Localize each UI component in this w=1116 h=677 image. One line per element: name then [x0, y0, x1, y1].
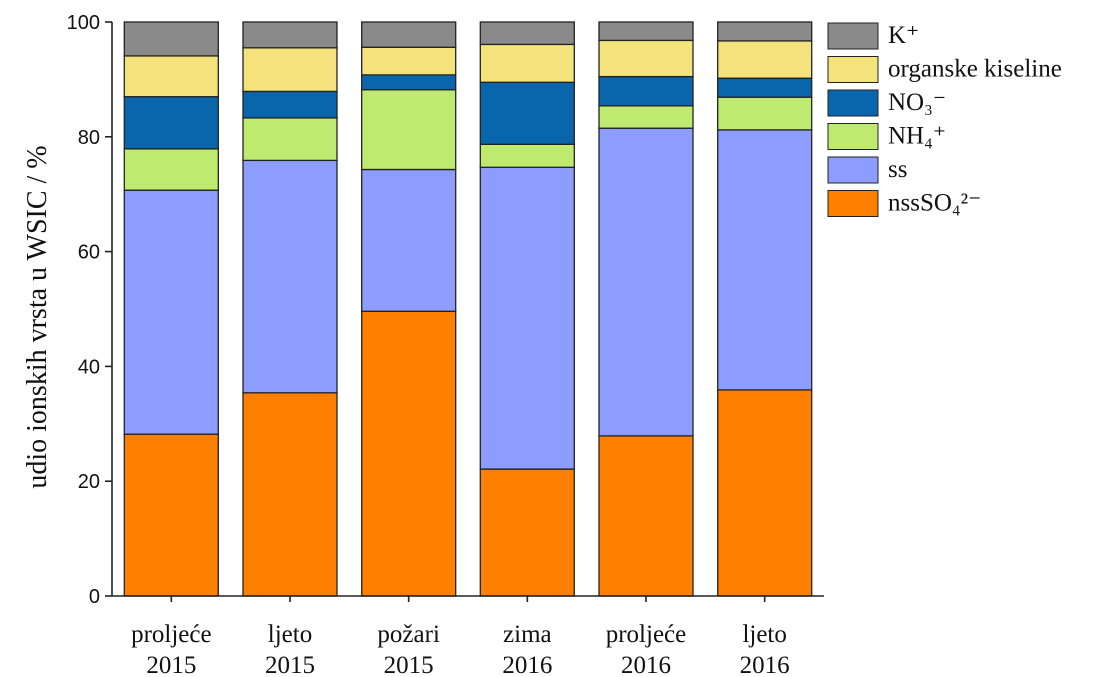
- y-tick-label: 80: [78, 127, 100, 149]
- legend: K⁺ organske kiseline NO₃⁻ NH₄⁺ ss nssSO₄²⁻: [827, 22, 1062, 217]
- legend-swatch-nssso4: [827, 190, 879, 217]
- y-tick-label: 40: [78, 356, 100, 378]
- bar-segment-nssso4-0: [123, 433, 219, 597]
- bar-segment-k-0: [123, 21, 219, 57]
- legend-swatch-k: [827, 22, 879, 50]
- bar-segment-no3-1: [242, 90, 338, 119]
- axes-group: 0 20 40 60 80 100 proljeće 2015 ljeto 2015 požari 2…: [67, 12, 824, 677]
- bar-segment-ss-4: [598, 127, 694, 437]
- legend-label-ss: ss: [888, 156, 907, 183]
- bar-segment-nssso4-1: [242, 392, 338, 597]
- bar-segment-organic-0: [123, 55, 219, 98]
- bar-segment-no3-5: [717, 77, 813, 98]
- bar-segment-k-3: [479, 21, 575, 46]
- x-tick-label: 2015: [265, 652, 315, 677]
- x-tick-label: 2016: [621, 652, 671, 677]
- bar-segment-nssso4-3: [479, 468, 575, 597]
- y-axis-label: udio ionskih vrsta u WSIC / %: [22, 145, 53, 488]
- x-tick-label: zima: [503, 621, 552, 648]
- bar-segment-no3-4: [598, 75, 694, 107]
- x-tick-label: ljeto: [268, 621, 312, 648]
- bar-segment-k-2: [361, 21, 457, 48]
- x-tick-label: ljeto: [742, 621, 786, 648]
- bar-segment-nh4-1: [242, 117, 338, 162]
- bar-segment-k-4: [598, 21, 694, 42]
- legend-swatch-organic: [827, 56, 879, 83]
- y-tick-label: 0: [89, 586, 100, 608]
- bar-segment-k-1: [242, 21, 338, 49]
- bar-segment-organic-2: [361, 46, 457, 76]
- bar-segment-nh4-5: [717, 96, 813, 131]
- y-tick-label: 60: [78, 242, 100, 264]
- legend-swatch-ss: [827, 156, 879, 184]
- bar-segment-nh4-3: [479, 143, 575, 168]
- bar-segment-ss-1: [242, 159, 338, 394]
- bar-segment-nssso4-4: [598, 435, 694, 597]
- bar-segment-no3-3: [479, 81, 575, 145]
- bar-segment-no3-2: [361, 74, 457, 91]
- x-tick-label: 2015: [384, 652, 434, 677]
- bars-group: [123, 21, 813, 597]
- bar-segment-ss-5: [717, 129, 813, 391]
- bar-segment-ss-2: [361, 168, 457, 312]
- bar-segment-no3-0: [123, 95, 219, 150]
- y-tick-label: 100: [67, 12, 100, 34]
- y-tick-label: 20: [78, 471, 100, 493]
- x-tick-label: proljeće: [131, 621, 212, 648]
- bar-segment-organic-3: [479, 43, 575, 83]
- x-tick-label: 2015: [146, 652, 196, 677]
- bar-segment-ss-0: [123, 189, 219, 435]
- bar-segment-nh4-2: [361, 89, 457, 171]
- bar-segment-nh4-4: [598, 105, 694, 129]
- legend-label-k: K⁺: [888, 22, 919, 49]
- bar-segment-nssso4-2: [361, 310, 457, 597]
- x-tick-label: proljeće: [606, 621, 687, 648]
- legend-label-no3: NO₃⁻: [888, 89, 946, 116]
- bar-segment-nh4-0: [123, 148, 219, 191]
- bar-segment-organic-5: [717, 40, 813, 79]
- bar-segment-k-5: [717, 21, 813, 42]
- legend-label-organic: organske kiseline: [888, 56, 1062, 83]
- x-tick-label: 2016: [502, 652, 552, 677]
- bar-segment-nssso4-5: [717, 389, 813, 597]
- legend-swatch-no3: [827, 89, 879, 117]
- bar-segment-organic-4: [598, 39, 694, 78]
- legend-label-nh4: NH₄⁺: [888, 123, 946, 150]
- x-tick-label: 2016: [740, 652, 790, 677]
- bar-segment-organic-1: [242, 47, 338, 93]
- legend-swatch-nh4: [827, 123, 879, 150]
- bar-segment-ss-3: [479, 166, 575, 470]
- x-tick-label: požari: [377, 621, 440, 648]
- legend-label-nssso4: nssSO₄²⁻: [888, 190, 981, 217]
